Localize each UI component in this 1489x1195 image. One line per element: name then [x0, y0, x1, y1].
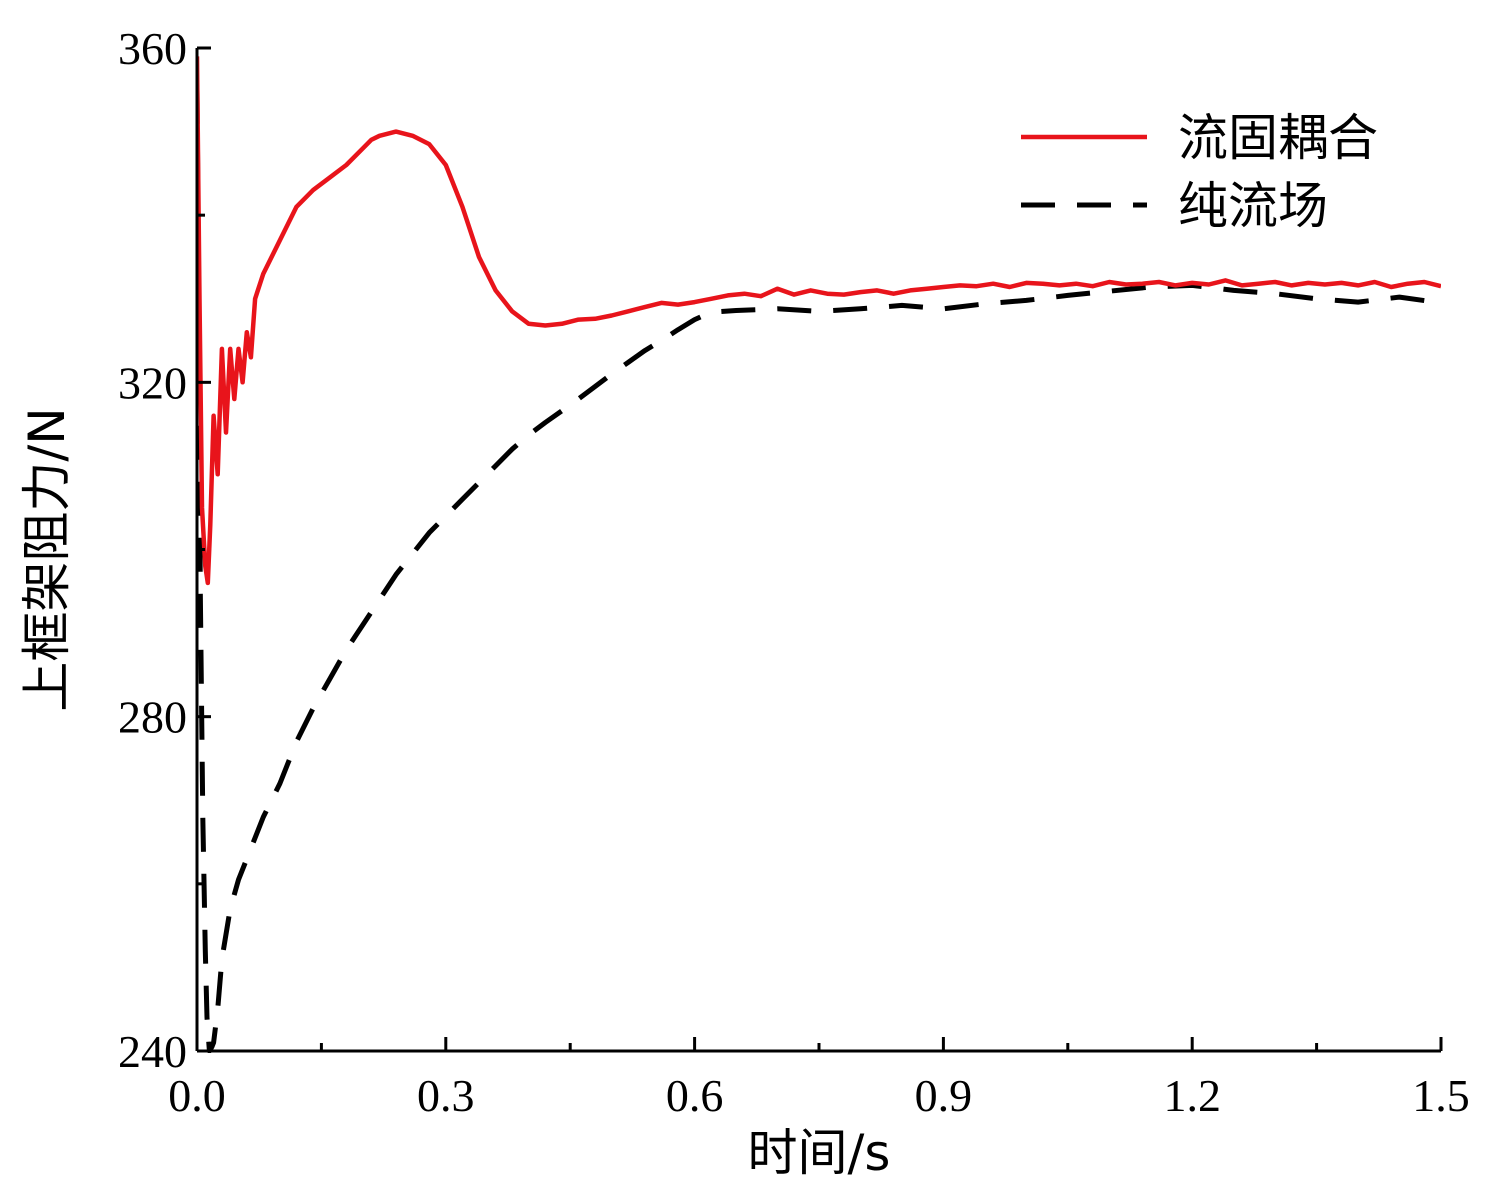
- y-tick-label: 320: [118, 357, 187, 408]
- y-tick-label: 240: [118, 1026, 187, 1077]
- x-tick-label: 0.0: [168, 1070, 226, 1121]
- x-tick-label: 0.9: [915, 1070, 973, 1121]
- legend-label-1: 纯流场: [1178, 177, 1328, 235]
- y-tick-label: 280: [118, 692, 187, 743]
- legend-label-0: 流固耦合: [1178, 109, 1378, 167]
- y-tick-label: 360: [118, 23, 187, 74]
- y-axis-title: 上框架阻力/N: [18, 407, 76, 711]
- x-axis-title: 时间/s: [748, 1124, 891, 1182]
- x-tick-label: 1.5: [1412, 1070, 1470, 1121]
- x-tick-label: 0.6: [666, 1070, 724, 1121]
- series-line-0: [197, 56, 1441, 586]
- series-line-1: [197, 89, 1441, 1053]
- x-tick-label: 0.3: [417, 1070, 475, 1121]
- axes: 0.0 0.3 0.6 0.9 1.2 1.5 240 280 320 360: [118, 23, 1470, 1121]
- plot-lines: [197, 56, 1441, 1053]
- x-tick-label: 1.2: [1163, 1070, 1221, 1121]
